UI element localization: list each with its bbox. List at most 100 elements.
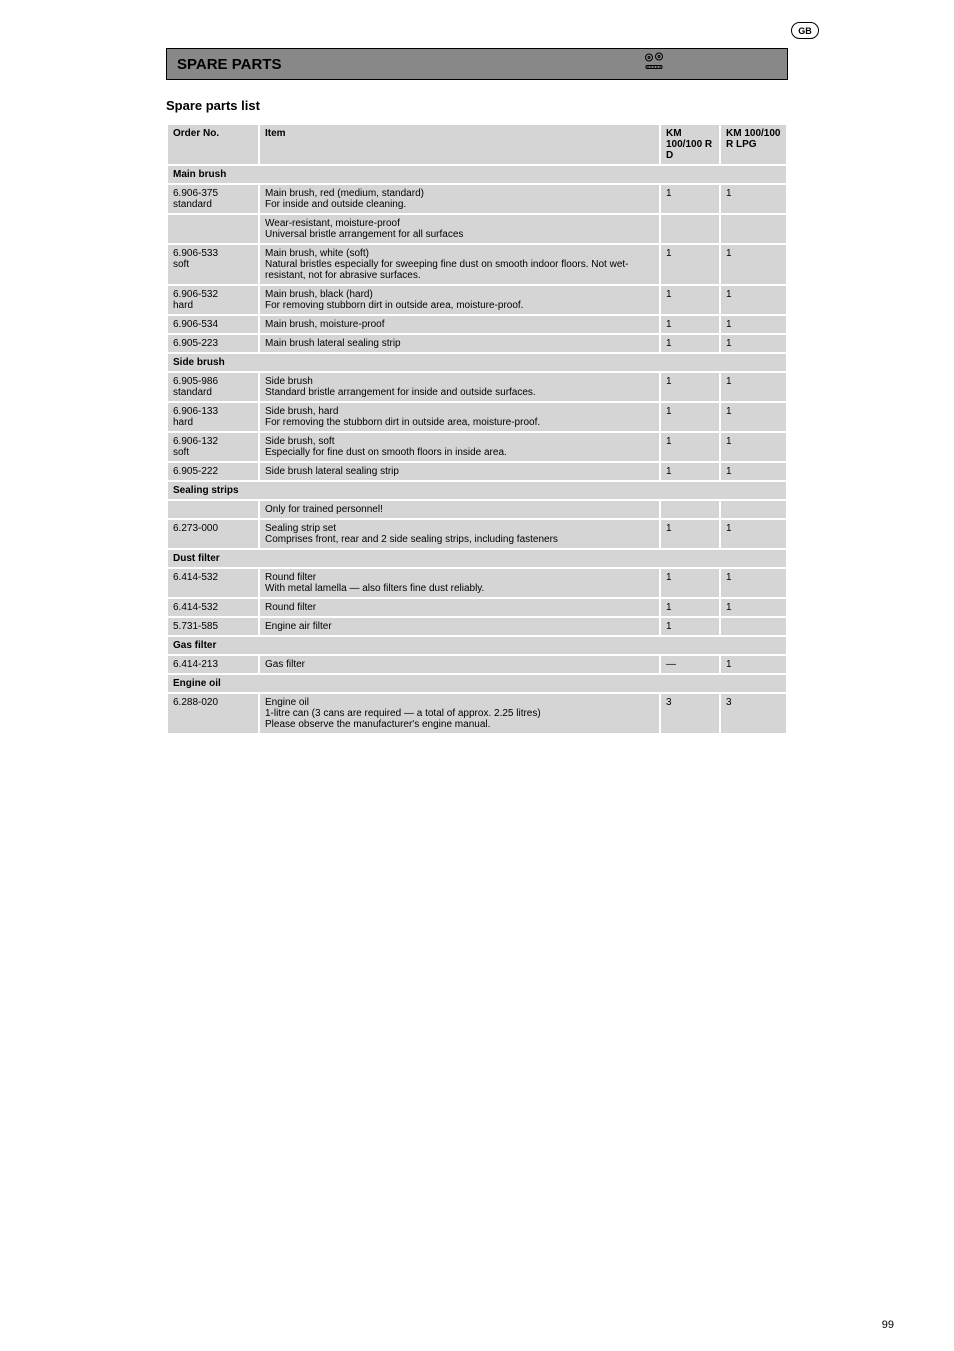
cell-order-no: 6.906-533 soft xyxy=(168,245,258,284)
cell-qty-lpg: 1 xyxy=(721,433,786,461)
table-row: 6.906-132 softSide brush, soft Especiall… xyxy=(168,433,786,461)
cell-item: Main brush lateral sealing strip xyxy=(260,335,659,352)
table-row: 6.288-020Engine oil 1-litre can (3 cans … xyxy=(168,694,786,733)
cell-qty-lpg: 1 xyxy=(721,335,786,352)
table-row: 6.273-000Sealing strip set Comprises fro… xyxy=(168,520,786,548)
cell-qty-d: 3 xyxy=(661,694,719,733)
cell-qty-lpg: 1 xyxy=(721,599,786,616)
section-label: Side brush xyxy=(168,354,786,371)
cell-item: Engine oil 1-litre can (3 cans are requi… xyxy=(260,694,659,733)
cell-order-no: 5.731-585 xyxy=(168,618,258,635)
cell-order-no: 6.906-375 standard xyxy=(168,185,258,213)
cell-item: Round filter With metal lamella — also f… xyxy=(260,569,659,597)
table-row: 5.731-585Engine air filter1 xyxy=(168,618,786,635)
cell-item: Main brush, white (soft) Natural bristle… xyxy=(260,245,659,284)
table-row: Only for trained personnel! xyxy=(168,501,786,518)
cell-item: Main brush, red (medium, standard) For i… xyxy=(260,185,659,213)
cell-qty-lpg: 3 xyxy=(721,694,786,733)
language-badge-text: GB xyxy=(798,26,812,36)
cell-qty-lpg: 1 xyxy=(721,373,786,401)
cell-item: Round filter xyxy=(260,599,659,616)
cell-order-no: 6.906-133 hard xyxy=(168,403,258,431)
table-row: 6.906-532 hardMain brush, black (hard) F… xyxy=(168,286,786,314)
cell-order-no: 6.414-532 xyxy=(168,569,258,597)
table-row: 6.905-986 standardSide brush Standard br… xyxy=(168,373,786,401)
cell-order-no: 6.905-223 xyxy=(168,335,258,352)
cell-qty-d: 1 xyxy=(661,433,719,461)
table-row: 6.414-532Round filter With metal lamella… xyxy=(168,569,786,597)
cell-order-no: 6.905-986 standard xyxy=(168,373,258,401)
table-row: 6.906-133 hardSide brush, hard For remov… xyxy=(168,403,786,431)
cell-qty-lpg: 1 xyxy=(721,569,786,597)
language-badge: GB xyxy=(791,22,819,39)
section-row: Engine oil xyxy=(168,675,786,692)
cell-qty-lpg xyxy=(721,618,786,635)
cell-qty-d: 1 xyxy=(661,286,719,314)
cell-order-no xyxy=(168,215,258,243)
table-header-row: Order No. Item KM 100/100 R D KM 100/100… xyxy=(168,125,786,164)
cell-qty-d xyxy=(661,501,719,518)
section-row: Gas filter xyxy=(168,637,786,654)
section-row: Main brush xyxy=(168,166,786,183)
cell-qty-d: 1 xyxy=(661,520,719,548)
cell-qty-d: 1 xyxy=(661,599,719,616)
col-model-d: KM 100/100 R D xyxy=(661,125,719,164)
table-row: 6.906-534Main brush, moisture-proof11 xyxy=(168,316,786,333)
cell-item: Side brush lateral sealing strip xyxy=(260,463,659,480)
section-row: Side brush xyxy=(168,354,786,371)
page-number: 99 xyxy=(882,1319,894,1331)
cell-qty-d: 1 xyxy=(661,618,719,635)
table-row: 6.905-222Side brush lateral sealing stri… xyxy=(168,463,786,480)
cell-item: Main brush, moisture-proof xyxy=(260,316,659,333)
col-item: Item xyxy=(260,125,659,164)
cell-item: Gas filter xyxy=(260,656,659,673)
table-row: Wear-resistant, moisture-proof Universal… xyxy=(168,215,786,243)
col-order-no: Order No. xyxy=(168,125,258,164)
page-title: SPARE PARTS xyxy=(177,56,281,73)
cell-order-no: 6.273-000 xyxy=(168,520,258,548)
cell-item: Main brush, black (hard) For removing st… xyxy=(260,286,659,314)
cell-qty-lpg: 1 xyxy=(721,286,786,314)
cell-qty-lpg: 1 xyxy=(721,245,786,284)
section-label: Engine oil xyxy=(168,675,786,692)
cell-item: Side brush, soft Especially for fine dus… xyxy=(260,433,659,461)
cell-qty-lpg: 1 xyxy=(721,316,786,333)
cell-item: Sealing strip set Comprises front, rear … xyxy=(260,520,659,548)
section-row: Dust filter xyxy=(168,550,786,567)
cell-qty-lpg: 1 xyxy=(721,520,786,548)
table-row: 6.906-375 standardMain brush, red (mediu… xyxy=(168,185,786,213)
cell-order-no xyxy=(168,501,258,518)
cell-qty-d: 1 xyxy=(661,185,719,213)
cell-qty-lpg xyxy=(721,215,786,243)
cell-qty-d: 1 xyxy=(661,335,719,352)
cell-qty-d: 1 xyxy=(661,245,719,284)
cell-order-no: 6.288-020 xyxy=(168,694,258,733)
col-model-lpg: KM 100/100 R LPG xyxy=(721,125,786,164)
spare-parts-icon xyxy=(644,52,666,77)
cell-qty-lpg xyxy=(721,501,786,518)
cell-qty-d: 1 xyxy=(661,569,719,597)
cell-qty-d xyxy=(661,215,719,243)
table-subtitle: Spare parts list xyxy=(166,98,788,113)
table-row: 6.414-532Round filter11 xyxy=(168,599,786,616)
table-row: 6.906-533 softMain brush, white (soft) N… xyxy=(168,245,786,284)
cell-order-no: 6.905-222 xyxy=(168,463,258,480)
cell-order-no: 6.414-532 xyxy=(168,599,258,616)
cell-qty-lpg: 1 xyxy=(721,463,786,480)
section-label: Dust filter xyxy=(168,550,786,567)
table-row: 6.905-223Main brush lateral sealing stri… xyxy=(168,335,786,352)
cell-item: Wear-resistant, moisture-proof Universal… xyxy=(260,215,659,243)
cell-order-no: 6.906-132 soft xyxy=(168,433,258,461)
cell-item: Engine air filter xyxy=(260,618,659,635)
cell-item: Only for trained personnel! xyxy=(260,501,659,518)
section-label: Sealing strips xyxy=(168,482,786,499)
cell-order-no: 6.906-532 hard xyxy=(168,286,258,314)
cell-order-no: 6.414-213 xyxy=(168,656,258,673)
cell-qty-d: — xyxy=(661,656,719,673)
cell-qty-d: 1 xyxy=(661,403,719,431)
section-label: Main brush xyxy=(168,166,786,183)
page: GB SPARE PARTS Spare parts list xyxy=(0,0,954,1351)
cell-order-no: 6.906-534 xyxy=(168,316,258,333)
spare-parts-table: Order No. Item KM 100/100 R D KM 100/100… xyxy=(166,123,788,735)
cell-qty-lpg: 1 xyxy=(721,656,786,673)
